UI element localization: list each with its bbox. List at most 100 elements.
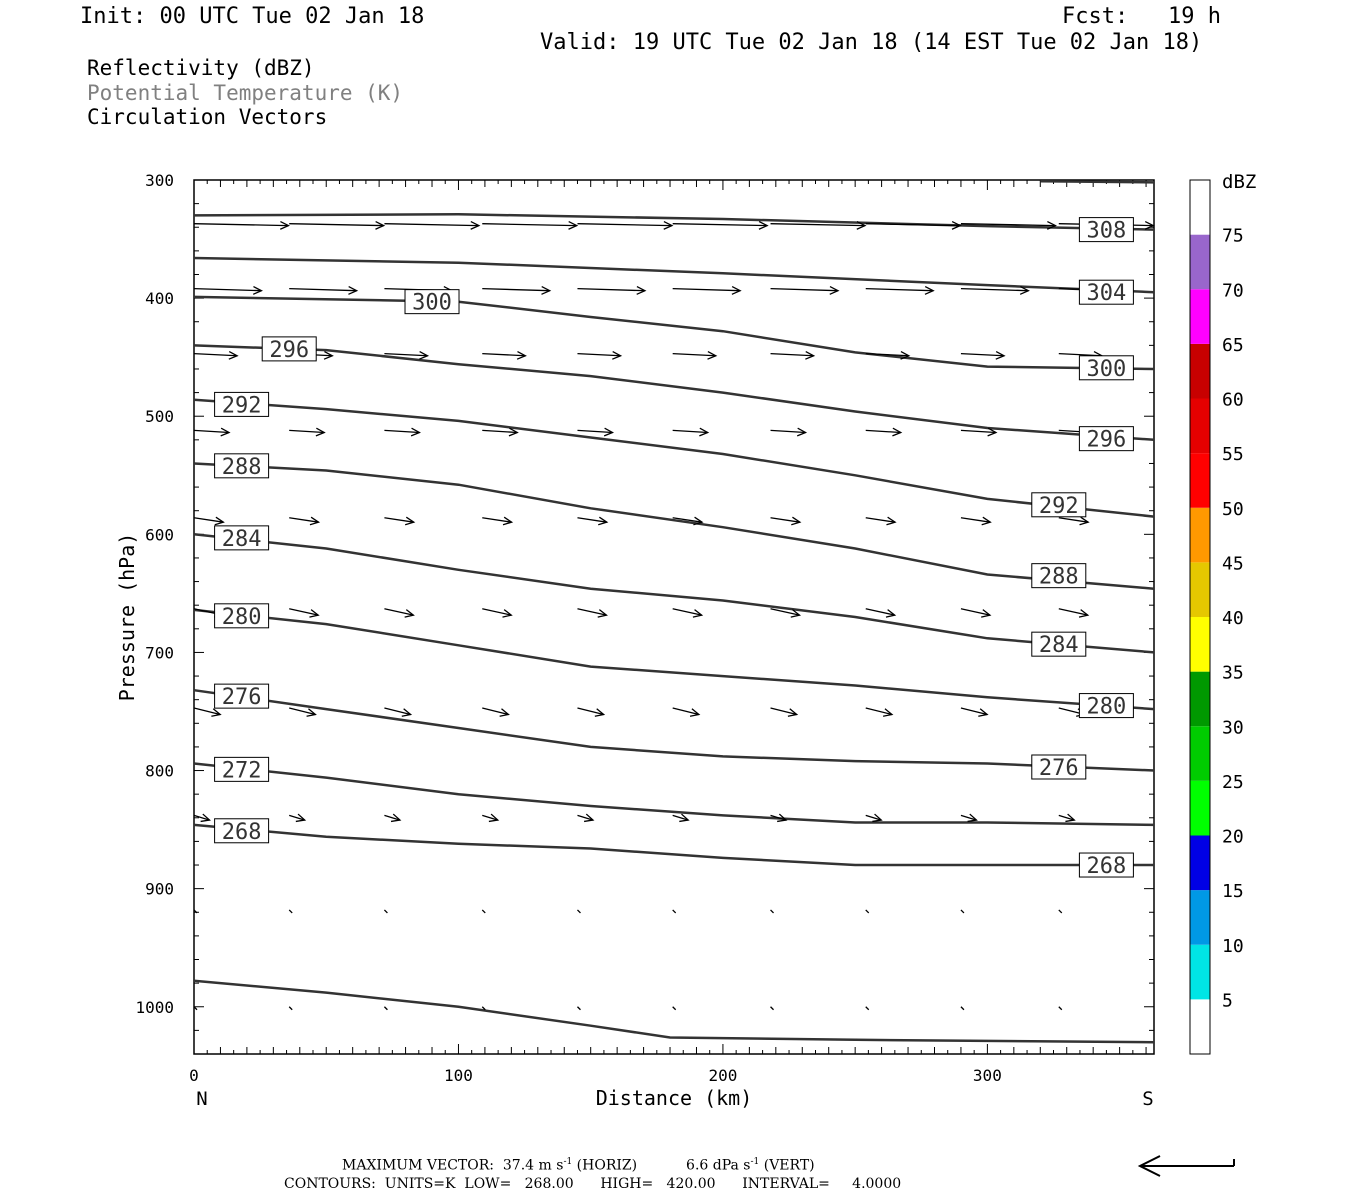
vector-arrowhead bbox=[856, 220, 867, 230]
circulation-vector bbox=[577, 223, 672, 227]
circulation-vector bbox=[577, 909, 581, 914]
circulation-vector bbox=[672, 707, 700, 716]
vector-arrowhead bbox=[967, 813, 978, 823]
circulation-vector bbox=[672, 223, 768, 227]
vector-arrowhead bbox=[1144, 220, 1155, 230]
circulation-vector bbox=[384, 429, 420, 434]
vector-arrowhead bbox=[594, 708, 606, 717]
contour-label: 272 bbox=[222, 758, 262, 783]
vector-arrowhead bbox=[280, 220, 291, 230]
colorbar-segment bbox=[1190, 507, 1210, 563]
colorbar-segment bbox=[1190, 944, 1210, 1000]
contour-label: 288 bbox=[1039, 565, 1079, 590]
circulation-vector bbox=[672, 814, 689, 821]
circulation-vector bbox=[193, 288, 262, 292]
theta-contour-line bbox=[193, 256, 1155, 294]
vector-arrowhead bbox=[410, 427, 421, 437]
colorbar-label: 40 bbox=[1222, 608, 1244, 629]
theta-contour-line bbox=[193, 398, 1155, 518]
circulation-vector bbox=[482, 517, 512, 523]
vector-arrowhead bbox=[404, 609, 415, 618]
circulation-vector bbox=[865, 909, 870, 914]
x-tick-label: 0 bbox=[189, 1066, 199, 1085]
vector-arrowhead bbox=[791, 516, 802, 526]
vector-arrowhead bbox=[1079, 516, 1090, 526]
circulation-vector bbox=[770, 429, 806, 434]
circulation-vector bbox=[960, 707, 988, 716]
vector-arrowhead bbox=[805, 350, 816, 360]
colorbar-segment bbox=[1190, 999, 1210, 1054]
circulation-vector bbox=[960, 288, 1029, 292]
vector-arrowhead bbox=[882, 708, 894, 717]
vector-arrowhead bbox=[568, 220, 579, 230]
theta-contour-line bbox=[193, 979, 1155, 1044]
vector-arrowhead bbox=[348, 286, 359, 295]
colorbar-label: 25 bbox=[1222, 772, 1244, 793]
colorbar-segment bbox=[1190, 671, 1210, 727]
circulation-vector bbox=[672, 608, 702, 616]
contour-label: 308 bbox=[1087, 219, 1127, 244]
contour-label-box bbox=[214, 525, 270, 551]
circulation-vector bbox=[482, 352, 526, 357]
contour-label-box bbox=[214, 683, 270, 709]
contour-label-box bbox=[261, 336, 317, 362]
circulation-vector bbox=[960, 909, 965, 914]
colorbar-segment bbox=[1190, 234, 1210, 290]
circulation-vector bbox=[672, 429, 708, 434]
circulation-vector bbox=[770, 814, 787, 821]
colorbar-label: 65 bbox=[1222, 335, 1244, 356]
theta-contour-line bbox=[193, 295, 1155, 371]
vector-arrowhead bbox=[583, 813, 595, 823]
vector-arrowhead bbox=[892, 427, 903, 437]
colorbar-label: 35 bbox=[1222, 663, 1244, 684]
vector-arrowhead bbox=[1046, 220, 1057, 230]
y-tick-label: 800 bbox=[145, 762, 174, 781]
vector-arrowhead bbox=[981, 609, 992, 618]
vector-arrowhead bbox=[886, 516, 897, 526]
contour-label-box bbox=[214, 818, 270, 844]
circulation-vector bbox=[770, 707, 797, 716]
vector-arrowhead bbox=[315, 427, 326, 437]
theta-contour-line bbox=[193, 533, 1155, 654]
circulation-vector bbox=[770, 608, 800, 616]
circulation-vector bbox=[770, 1006, 774, 1011]
circulation-vector bbox=[577, 429, 613, 434]
circulation-vector bbox=[289, 288, 357, 292]
circulation-vector bbox=[1058, 517, 1089, 523]
colorbar-segment bbox=[1190, 289, 1210, 344]
circulation-vector bbox=[288, 909, 293, 914]
colorbar-segment bbox=[1190, 780, 1210, 836]
vector-arrowhead bbox=[220, 427, 231, 437]
contour-label-box bbox=[1031, 492, 1087, 518]
circulation-vector bbox=[289, 223, 384, 227]
x-tick-label: 100 bbox=[444, 1066, 473, 1085]
contour-label-box bbox=[404, 289, 460, 315]
vector-arrowhead bbox=[951, 220, 962, 230]
contour-label: 292 bbox=[222, 393, 262, 418]
theta-contours bbox=[193, 179, 1155, 1044]
colorbar-segment bbox=[1190, 617, 1210, 672]
circulation-vector bbox=[193, 352, 238, 357]
vector-arrowhead bbox=[603, 427, 615, 437]
vector-arrowhead bbox=[699, 427, 710, 437]
circulation-vector bbox=[193, 909, 198, 914]
circulation-vector bbox=[960, 517, 991, 523]
colorbar: 5 10 15 20 25 30 35 40 45 50 55 60 65 70 75 dBZ bbox=[1189, 171, 1256, 1055]
vector-arrowhead bbox=[829, 286, 840, 295]
vector-arrowhead bbox=[758, 220, 769, 230]
x-tick-label: 200 bbox=[708, 1066, 737, 1085]
colorbar-label: 45 bbox=[1222, 553, 1244, 574]
theta-contour-line bbox=[193, 213, 1155, 231]
contour-label: 296 bbox=[269, 338, 309, 363]
vector-arrowhead bbox=[692, 609, 704, 618]
colorbar-title: dBZ bbox=[1222, 171, 1256, 193]
vector-arrowhead bbox=[679, 813, 690, 823]
contour-label-box bbox=[1078, 426, 1134, 452]
vector-arrowhead bbox=[995, 350, 1006, 360]
circulation-vector bbox=[1058, 608, 1088, 616]
contour-label-box bbox=[1078, 217, 1134, 243]
vector-arrowhead bbox=[295, 813, 307, 823]
vector-arrowhead bbox=[612, 350, 623, 360]
y-tick-label: 1000 bbox=[135, 998, 174, 1017]
circulation-vector bbox=[865, 517, 896, 523]
